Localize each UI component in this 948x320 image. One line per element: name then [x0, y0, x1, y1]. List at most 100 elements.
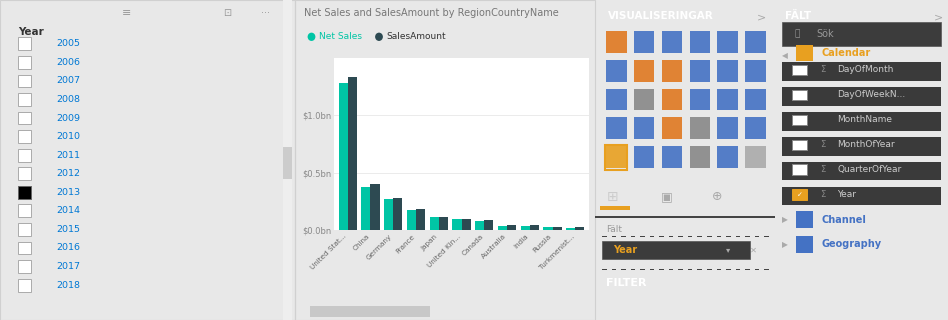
- Bar: [689, 117, 710, 139]
- Bar: [782, 187, 941, 205]
- Bar: [717, 269, 721, 270]
- Bar: [793, 90, 807, 100]
- Bar: [605, 145, 628, 170]
- Bar: [361, 187, 371, 230]
- Bar: [407, 210, 416, 230]
- Text: 2009: 2009: [56, 114, 80, 123]
- Bar: [660, 269, 664, 270]
- Bar: [726, 269, 731, 270]
- Text: Σ: Σ: [820, 165, 825, 174]
- Bar: [793, 115, 807, 125]
- Text: VISUALISERINGAR: VISUALISERINGAR: [608, 11, 713, 21]
- Text: 2011: 2011: [56, 151, 80, 160]
- Bar: [18, 93, 31, 106]
- Bar: [782, 162, 941, 180]
- Text: Year: Year: [613, 244, 637, 255]
- Text: ⊡: ⊡: [223, 8, 231, 18]
- Bar: [689, 146, 710, 168]
- Bar: [429, 217, 439, 230]
- Bar: [621, 269, 626, 270]
- Bar: [633, 31, 654, 53]
- Bar: [782, 22, 941, 46]
- Bar: [18, 223, 31, 236]
- Text: 2006: 2006: [56, 58, 80, 67]
- Bar: [18, 167, 31, 180]
- Bar: [689, 89, 710, 110]
- Bar: [745, 146, 766, 168]
- Bar: [18, 75, 31, 87]
- Bar: [611, 236, 616, 237]
- Bar: [520, 226, 530, 230]
- Bar: [662, 146, 683, 168]
- Text: ▾: ▾: [726, 245, 731, 254]
- Text: FILTER: FILTER: [606, 278, 647, 288]
- Bar: [726, 236, 731, 237]
- Bar: [18, 204, 31, 217]
- Bar: [718, 89, 738, 110]
- Bar: [793, 140, 807, 150]
- Text: Year: Year: [18, 27, 44, 37]
- Bar: [707, 269, 712, 270]
- Text: >: >: [757, 12, 766, 22]
- Bar: [793, 164, 807, 175]
- Bar: [18, 186, 31, 199]
- Bar: [649, 269, 654, 270]
- Text: 2015: 2015: [56, 225, 80, 234]
- Bar: [633, 60, 654, 82]
- Bar: [782, 137, 941, 156]
- Bar: [688, 236, 692, 237]
- Bar: [606, 31, 627, 53]
- Text: >: >: [934, 12, 943, 22]
- Text: MonthOfYear: MonthOfYear: [837, 140, 895, 149]
- Text: ⊞: ⊞: [607, 190, 619, 204]
- Bar: [18, 112, 31, 124]
- Text: Fält: Fält: [606, 225, 622, 234]
- Bar: [782, 87, 941, 106]
- Text: ···: ···: [261, 8, 270, 18]
- Bar: [18, 260, 31, 273]
- Bar: [630, 269, 635, 270]
- Bar: [595, 216, 775, 218]
- Bar: [283, 0, 292, 320]
- Text: ▶: ▶: [782, 215, 788, 224]
- Text: ≡: ≡: [122, 8, 132, 18]
- Bar: [764, 269, 769, 270]
- Text: 2017: 2017: [56, 262, 80, 271]
- Bar: [640, 236, 645, 237]
- Text: SalesAmount: SalesAmount: [387, 32, 447, 41]
- Bar: [633, 117, 654, 139]
- Bar: [621, 236, 626, 237]
- Bar: [630, 236, 635, 237]
- Bar: [679, 269, 683, 270]
- Bar: [633, 146, 654, 168]
- Bar: [795, 236, 813, 253]
- Bar: [606, 60, 627, 82]
- Bar: [745, 60, 766, 82]
- Bar: [348, 77, 356, 230]
- Bar: [688, 269, 692, 270]
- Bar: [660, 236, 664, 237]
- Bar: [736, 269, 740, 270]
- Bar: [795, 211, 813, 228]
- Bar: [755, 269, 759, 270]
- Bar: [718, 117, 738, 139]
- Bar: [543, 227, 553, 230]
- Text: 2016: 2016: [56, 244, 80, 252]
- Text: Sök: Sök: [816, 28, 834, 39]
- Bar: [575, 227, 585, 230]
- Text: Net Sales and SalesAmount by RegionCountryName: Net Sales and SalesAmount by RegionCount…: [304, 8, 558, 18]
- Text: DayOfWeekN...: DayOfWeekN...: [837, 90, 905, 99]
- Bar: [793, 65, 807, 75]
- Bar: [662, 117, 683, 139]
- Bar: [764, 236, 769, 237]
- Bar: [18, 56, 31, 69]
- Bar: [606, 146, 627, 168]
- Bar: [462, 219, 470, 230]
- Bar: [507, 225, 516, 230]
- Text: Net Sales: Net Sales: [319, 32, 362, 41]
- Bar: [338, 83, 348, 230]
- Text: DayOfMonth: DayOfMonth: [837, 65, 894, 74]
- Bar: [745, 89, 766, 110]
- Bar: [602, 236, 607, 237]
- Text: FÄLT: FÄLT: [785, 11, 811, 21]
